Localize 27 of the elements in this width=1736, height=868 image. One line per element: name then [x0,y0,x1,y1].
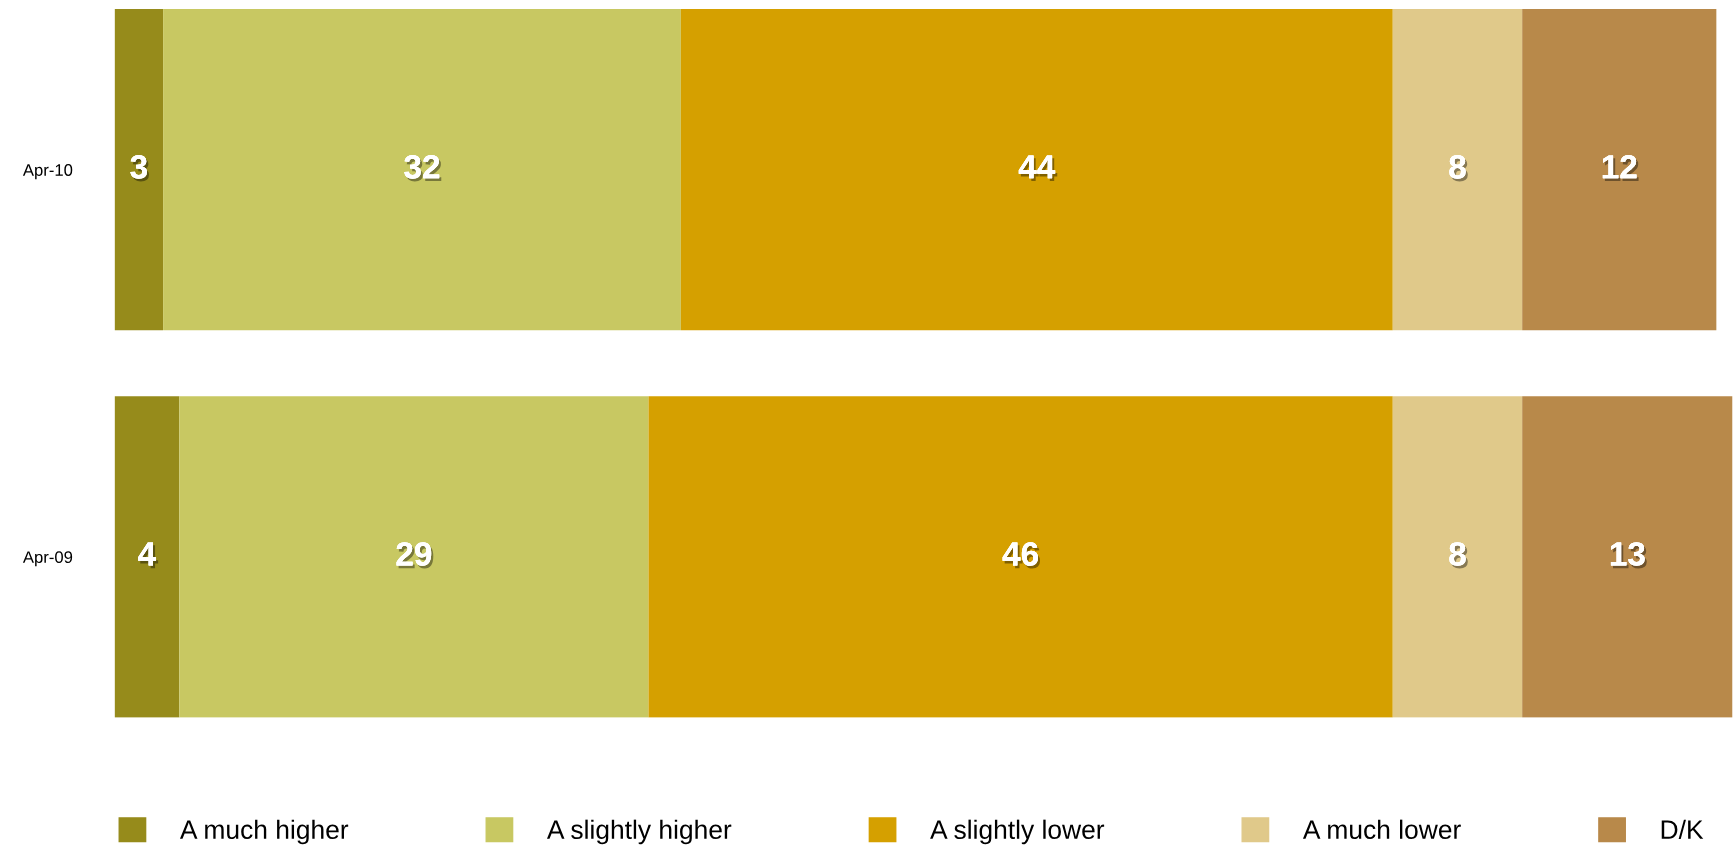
bar [1522,9,1717,331]
bar [179,396,649,718]
legend-label: D/K [1661,819,1704,840]
data-label: 4 [138,542,159,569]
data-label: 29 [396,542,434,569]
data-label: 46 [1002,542,1041,569]
legend-label: A much lower [1302,819,1461,840]
legend-label: A slightly lower [930,819,1105,845]
data-label: 44 [1018,155,1058,182]
bar [1522,396,1733,718]
bar [1392,396,1523,718]
bar [1392,9,1523,331]
data-label: 12 [1602,155,1639,182]
legend-label: A much higher [179,819,349,845]
bar [163,9,681,331]
legend-label: A slightly higher [546,819,732,845]
y-tick-label: Apr-09 [22,551,73,567]
bar [648,396,1393,718]
bar [114,9,164,331]
data-label: 32 [404,155,442,182]
data-label: 13 [1610,542,1647,569]
bar [680,9,1393,331]
bar [114,396,180,718]
data-label: 3 [130,155,149,182]
data-label: 8 [1449,155,1468,182]
data-label: 8 [1449,542,1468,569]
y-tick-label: Apr-10 [22,164,73,180]
